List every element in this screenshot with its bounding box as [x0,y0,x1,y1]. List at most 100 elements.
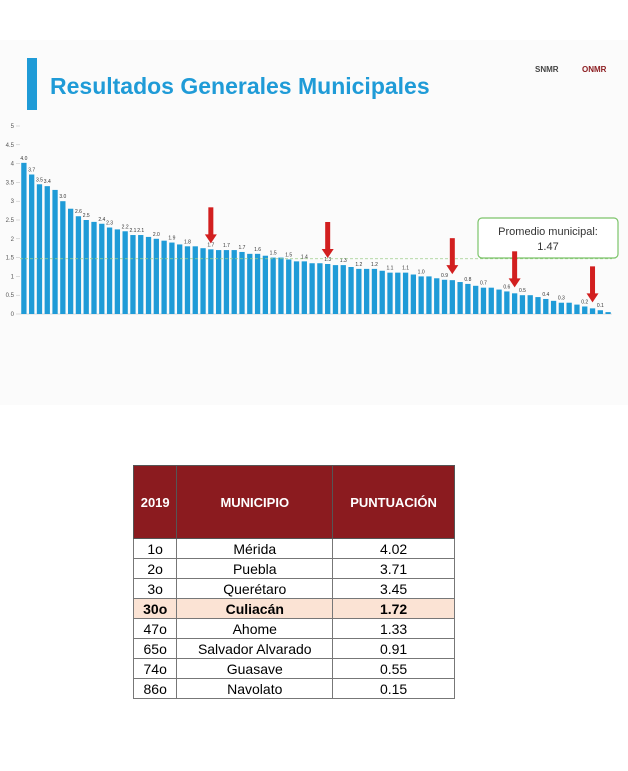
bar [67,208,74,314]
bar [457,282,463,314]
y-tick-label: 5 [11,124,15,130]
bar [332,265,339,314]
value-label: 0.8 [464,277,471,283]
table-row: 74o Guasave 0.55 [132,658,455,679]
bar [441,279,448,314]
bar [184,246,191,314]
value-label: 0.6 [503,284,510,290]
bar [356,268,362,314]
y-tick-label: 1 [11,274,15,280]
table-cell: Querétaro [176,578,334,599]
y-tick-label: 0 [11,312,15,318]
bar [465,283,471,314]
bar [60,201,66,314]
header-row: 2019 MUNICIPIO PUNTUACIÓN [132,465,455,539]
table-cell: Ahome [176,618,334,639]
bar [278,257,284,314]
value-label: 1.5 [270,251,277,257]
bar [239,251,245,314]
y-tick-label: 2.5 [6,218,15,224]
table-cell: 86o [132,678,178,699]
logo: SNMR [535,65,559,74]
title-accent [27,58,37,110]
bar [138,235,144,314]
bar [535,297,541,314]
bar [52,189,58,314]
y-tick-label: 3.5 [6,180,15,186]
bar [317,263,323,314]
value-label: 3.4 [44,179,51,185]
arrow-shaft [208,207,214,236]
bar [200,248,206,314]
value-label: 1.1 [402,266,409,272]
bar [550,300,557,314]
bar [254,253,261,314]
bar [395,272,401,314]
bar [504,291,510,314]
table-cell: Culiacán [176,598,334,619]
bar [488,287,494,314]
value-label: 0.4 [542,292,549,298]
bar [91,221,97,314]
value-label: 2.6 [75,209,82,215]
bar [106,227,113,314]
arrow-shaft [449,238,455,267]
bar [247,253,253,314]
y-tick-label: 1.5 [6,256,15,262]
value-label: 1.2 [355,262,362,268]
y-tick-label: 0.5 [6,293,15,299]
value-label: 3.5 [36,177,43,183]
bar [161,240,167,314]
bar [418,276,424,314]
table-row: 30o Culiacán 1.72 [132,598,455,619]
callout-label: Promedio municipal: [498,226,598,238]
bar [558,302,565,314]
bar [122,231,128,314]
value-label: 3.0 [59,194,66,200]
value-label: 1.7 [239,245,246,251]
bar [589,308,596,314]
table-row: 2o Puebla 3.71 [132,558,455,579]
arrow-shaft [512,251,518,280]
arrow-head [204,234,217,244]
bar [36,184,43,314]
y-tick-label: 2 [11,237,15,243]
table-row: 86o Navolato 0.15 [132,678,455,699]
value-label: 2.5 [83,213,90,219]
value-label: 1.4 [301,254,308,260]
header-cell: PUNTUACIÓN [332,465,455,539]
value-label: 1.7 [207,242,214,248]
bar [387,272,393,314]
table-cell: Guasave [176,658,334,679]
callout-value: 1.47 [537,241,558,253]
bar [83,220,89,314]
bar [410,274,417,314]
table-row: 3o Querétaro 3.45 [132,578,455,599]
table-cell: Puebla [176,558,334,579]
table-row: 1o Mérida 4.02 [132,538,455,559]
bar [286,259,292,314]
bar [597,310,603,314]
value-label: 3.7 [28,168,35,174]
value-label: 0.1 [597,303,604,309]
bar [99,223,105,314]
bar [177,244,183,314]
bar [192,246,198,314]
table-row: 65o Salvador Alvarado 0.91 [132,638,455,659]
bar [223,250,230,314]
value-label: 0.2 [581,299,588,305]
bar [325,263,331,314]
bar [434,278,440,314]
bar [215,250,222,314]
bar [566,302,572,314]
arrow-head [446,265,459,275]
value-label: 2.4 [98,217,105,223]
bar [473,285,479,314]
y-tick-label: 4 [11,162,15,168]
table-row: 47o Ahome 1.33 [132,618,455,639]
ranking-table: 2019 MUNICIPIO PUNTUACIÓN 1o Mérida 4.02 2o Pue… [132,465,455,699]
bar [379,270,385,314]
plot: 00.511.522.533.544.554.03.73.5 3.43.02.62… [6,124,619,318]
bar [169,242,175,314]
callout-box [477,217,619,259]
